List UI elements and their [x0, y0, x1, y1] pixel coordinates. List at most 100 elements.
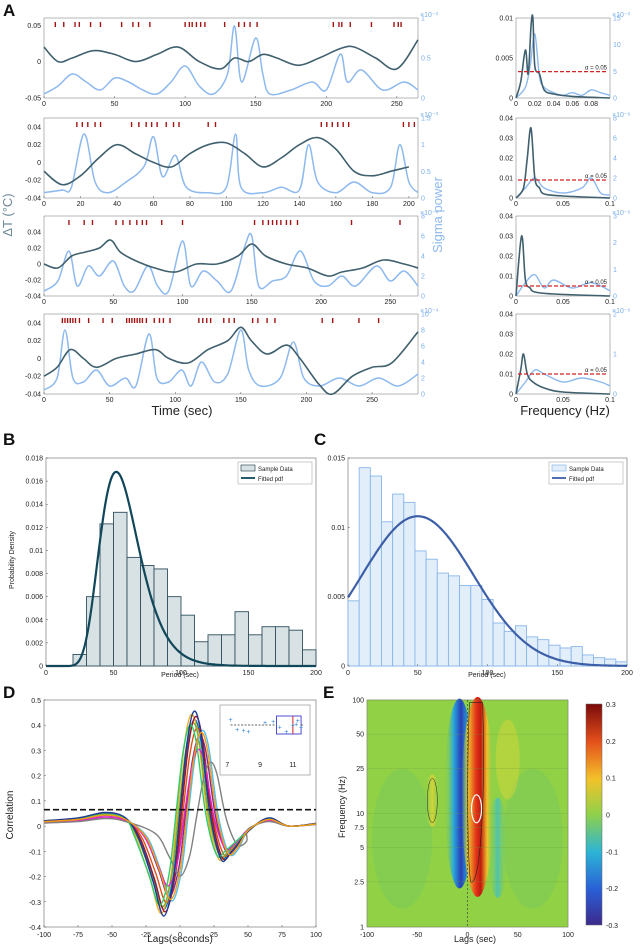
panel-a-spectrum-4: α = 0.050 0.05 0.100.010.020.030.04012×10⁻…: [499, 308, 630, 404]
y-tick-label: 0.1: [31, 799, 41, 806]
x-tick-label: 0.06: [566, 101, 580, 108]
x-tick-label: 0.05: [556, 201, 570, 208]
x-tick-label: 100: [169, 397, 181, 404]
right-tick-label: 0.5: [421, 169, 431, 176]
panel-a-spectrum-3: α = 0.050 0.05 0.100.010.020.030.040123×10…: [499, 210, 630, 306]
y-tick-label: 0.04: [499, 312, 513, 319]
y-tick-label: 0: [37, 262, 41, 269]
y-tick-label: -0.1: [29, 849, 41, 856]
x-tick-label: 50: [514, 932, 522, 939]
histogram-bar: [369, 475, 382, 667]
histogram-bar: [113, 511, 128, 667]
histogram-bar: [492, 622, 505, 667]
right-tick-label: 2: [613, 240, 617, 247]
right-tick-label: 4: [421, 254, 425, 261]
threshold-label: α = 0.05: [585, 66, 608, 72]
panel-b-ylabel: Probability Density: [9, 531, 16, 589]
histogram-bar: [470, 585, 483, 667]
sigma-spectrum-line: [515, 177, 611, 199]
legend-label-fit: Fitted pdf: [569, 477, 594, 483]
inset-frame: [219, 704, 311, 776]
threshold-label: α = 0.05: [585, 280, 608, 286]
y-tick-label: 0.014: [25, 502, 43, 509]
y-tick-label: 0.03: [499, 234, 513, 241]
histogram-bar: [425, 558, 438, 667]
y-tick-label: -0.02: [25, 374, 41, 381]
panel-b-xlabel: Period (sec): [161, 672, 199, 679]
y-tick-label: 0.018: [25, 456, 43, 463]
x-tick-label: 0: [44, 670, 48, 677]
colorbar-tick-label: -0.3: [606, 923, 618, 930]
x-tick-label: 0.05: [556, 397, 570, 404]
right-axis-exponent: ×10⁻⁴: [420, 210, 439, 217]
histogram-bar: [392, 493, 405, 667]
inset-x-tick-label: 11: [289, 762, 296, 769]
right-tick-label: 6: [421, 344, 425, 351]
x-tick-label: -100: [37, 932, 51, 939]
inset-boxplot: ++ + ++ ++++ +++7 9 11: [219, 704, 311, 776]
temperature-spectrum-line: [515, 127, 611, 199]
x-tick-label: 50: [109, 299, 117, 306]
x-tick-label: 0: [514, 397, 518, 404]
right-tick-label: 2: [421, 376, 425, 383]
right-tick-label: 4: [613, 156, 617, 163]
y-tick-label: 0.03: [499, 136, 513, 143]
x-tick-label: 0: [466, 932, 470, 939]
x-tick-label: 50: [110, 670, 118, 677]
inset-point: +: [271, 719, 275, 726]
panel-d-xlabel: Lags(seconds): [147, 934, 213, 945]
inset-point: +: [242, 728, 246, 735]
sigma-power-line: [43, 25, 419, 96]
right-tick-label: 8: [421, 214, 425, 221]
y-tick-label: 50: [356, 732, 364, 739]
x-tick-label: 250: [391, 101, 403, 108]
y-tick-label: 10: [356, 811, 364, 818]
y-tick-label: 0: [37, 356, 41, 363]
y-tick-label: 0: [509, 392, 513, 399]
x-tick-label: 60: [150, 201, 158, 208]
inset-x-tick-label: 7: [225, 762, 229, 769]
panel-a-row-2: 0 20 40 60 80 100 120 140 160 180 200 -0.04 -0.02 0 0.…: [25, 112, 439, 208]
y-tick-label: 0.01: [29, 548, 43, 555]
y-tick-label: 0: [39, 664, 43, 671]
histogram-bar: [414, 550, 427, 667]
y-tick-label: 0.006: [25, 594, 43, 601]
x-tick-label: 75: [278, 932, 286, 939]
temperature-line: [43, 239, 419, 277]
sigma-power-line: [43, 133, 419, 195]
y-tick-label: 0.4: [31, 723, 41, 730]
right-tick-label: 8: [421, 328, 425, 335]
fitted-pdf-line: [45, 470, 316, 668]
x-tick-label: 0.1: [605, 201, 615, 208]
x-tick-label: 100: [177, 299, 189, 306]
y-tick-label: 0.02: [499, 156, 513, 163]
x-tick-label: 0: [346, 670, 350, 677]
x-tick-label: 50: [414, 670, 422, 677]
y-tick-label: 0.005: [495, 56, 513, 63]
right-axis-exponent: ×10⁻³: [420, 112, 439, 119]
y-tick-label: 0.04: [499, 116, 513, 123]
y-tick-label: 0.008: [25, 571, 43, 578]
panel-d-ylabel: Correlation: [5, 791, 16, 840]
temperature-line: [43, 326, 419, 396]
colorbar: [585, 703, 603, 926]
x-tick-label: 100: [179, 101, 191, 108]
y-tick-label: 0.04: [27, 124, 41, 131]
y-tick-label: 0.05: [27, 23, 41, 30]
x-tick-label: 200: [621, 670, 633, 677]
y-tick-label: -0.4: [29, 925, 41, 932]
panel-a-ylabel-left: ΔT (°C): [0, 193, 15, 236]
y-tick-label: 0.005: [327, 594, 345, 601]
histogram-bar: [275, 626, 290, 667]
y-tick-label: 0.02: [27, 142, 41, 149]
right-tick-label: 0: [421, 196, 425, 203]
right-tick-label: 6: [421, 234, 425, 241]
y-tick-label: 5: [360, 845, 364, 852]
heatmap-tone: [424, 774, 441, 827]
histogram-bar: [234, 611, 249, 667]
histogram-bar: [180, 614, 195, 667]
inset-point: +: [299, 724, 303, 731]
colorbar-tick-label: 0.3: [606, 702, 616, 709]
